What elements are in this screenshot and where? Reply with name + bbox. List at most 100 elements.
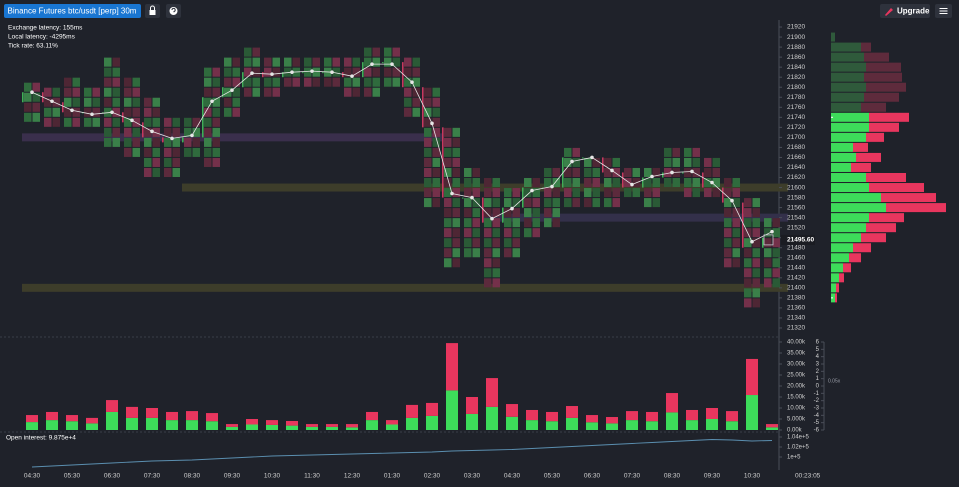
price-dot <box>730 198 734 203</box>
footprint-cell <box>552 178 560 188</box>
footprint-cell <box>232 67 240 77</box>
level-band <box>22 283 788 292</box>
footprint-candle <box>724 178 740 268</box>
footprint-cell <box>492 228 500 238</box>
volume-bar <box>466 413 478 430</box>
volume-bar <box>186 411 198 421</box>
lock-icon-shackle <box>150 5 155 10</box>
footprint-cell <box>204 157 212 167</box>
symbol-button[interactable] <box>4 4 141 18</box>
footprint-cell <box>472 208 480 218</box>
footprint-cell <box>752 248 760 258</box>
footprint-cell <box>152 147 160 157</box>
footprint-cell <box>572 167 580 177</box>
volume-bar <box>686 409 698 421</box>
footprint-cell <box>144 147 152 157</box>
volume-bar <box>466 397 478 414</box>
volume-bar <box>406 404 418 418</box>
footprint-cell <box>472 178 480 188</box>
footprint-cell <box>564 157 572 167</box>
footprint-cell <box>652 198 660 208</box>
footprint-candle <box>704 157 720 198</box>
y-tick-label: 21580 <box>787 194 805 201</box>
profile-buy <box>831 112 869 122</box>
footprint-cell <box>404 77 412 87</box>
footprint-cell <box>524 198 532 208</box>
price-dot <box>250 71 254 75</box>
y2-tick-label: -4 <box>814 413 820 419</box>
y-tick-label: 21640 <box>787 164 805 171</box>
x-tick-label: 12:30 <box>344 473 361 480</box>
footprint-cell <box>464 228 472 238</box>
price-dot <box>530 188 534 193</box>
footprint-cell <box>504 238 512 248</box>
profile-buy <box>831 273 839 283</box>
footprint-cell <box>332 67 340 77</box>
footprint-candle <box>404 57 420 117</box>
footprint-cell <box>244 57 252 67</box>
volume-bar <box>726 421 738 430</box>
footprint-cell <box>172 117 180 127</box>
price-dot <box>590 155 594 160</box>
y-tick-label: 21760 <box>787 104 805 111</box>
profile-sell <box>866 82 906 92</box>
price-dot <box>390 62 394 66</box>
footprint-cell <box>104 77 112 87</box>
footprint-cell <box>544 167 552 177</box>
footprint-candle <box>564 147 580 208</box>
footprint-cell <box>464 167 472 177</box>
footprint-cell <box>212 97 220 107</box>
footprint-cell <box>72 87 80 97</box>
footprint-cell <box>24 102 32 112</box>
x-tick-label: 04:30 <box>504 473 521 480</box>
footprint-cell <box>324 77 332 87</box>
footprint-cell <box>232 97 240 107</box>
footprint-cell <box>744 198 752 208</box>
footprint-cell <box>452 258 460 268</box>
footprint-cell <box>112 127 120 137</box>
footprint-cell <box>44 107 52 117</box>
footprint-cell <box>772 248 780 258</box>
profile-sell <box>866 173 906 182</box>
profile-sell <box>869 122 899 132</box>
footprint-cell <box>744 288 752 298</box>
footprint-cell <box>424 97 432 107</box>
footprint-cell <box>752 238 760 248</box>
footprint-cell <box>252 87 260 97</box>
footprint-cell <box>512 208 520 218</box>
footprint-cell <box>212 117 220 127</box>
footprint-cell <box>44 97 52 107</box>
footprint-cell <box>172 127 180 137</box>
upgrade-button[interactable] <box>880 4 930 18</box>
footprint-cell <box>344 77 352 87</box>
footprint-cell <box>444 178 452 188</box>
footprint-cell <box>212 107 220 117</box>
y-tick-label: 21400 <box>787 285 805 292</box>
footprint-cell <box>492 278 500 288</box>
footprint-cell <box>244 47 252 57</box>
candle-body <box>142 122 144 138</box>
footprint-cell <box>244 77 252 87</box>
footprint-cell <box>372 87 380 97</box>
panel-label: Open interest: 9.875e+4 <box>6 435 76 442</box>
x-tick-label: 02:30 <box>424 473 441 480</box>
y-tick-label: 1e+5 <box>787 455 801 461</box>
footprint-cell <box>252 57 260 67</box>
open-interest-line <box>31 439 773 468</box>
footprint-cell <box>472 167 480 177</box>
price-dot <box>610 168 614 173</box>
footprint-cell <box>364 67 372 77</box>
footprint-cell <box>684 167 692 177</box>
footprint-cell <box>244 67 252 77</box>
footprint-cell <box>544 178 552 188</box>
footprint-cell <box>252 77 260 87</box>
y-tick-label: 21520 <box>787 224 805 231</box>
footprint-cell <box>424 117 432 127</box>
price-dot <box>570 159 574 164</box>
footprint-cell <box>432 117 440 127</box>
footprint-cell <box>432 87 440 97</box>
footprint-cell <box>452 248 460 258</box>
y-tick-label: 21780 <box>787 94 805 101</box>
footprint-cell <box>392 47 400 57</box>
